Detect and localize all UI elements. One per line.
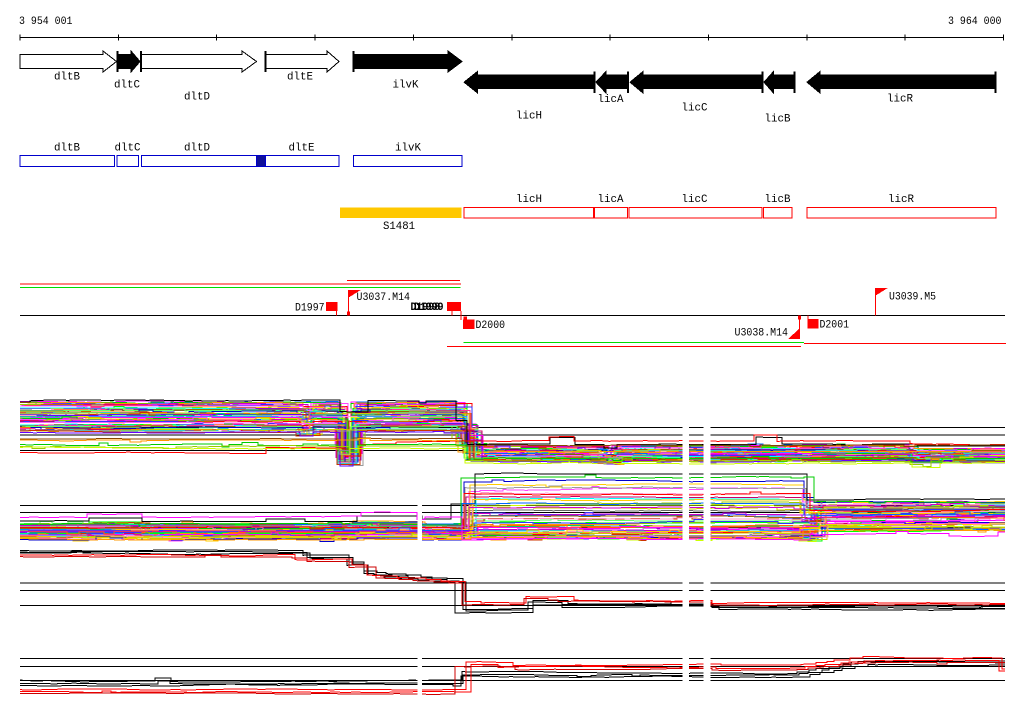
svg-text:U3038.M14: U3038.M14	[735, 328, 789, 340]
svg-text:U3037.M14: U3037.M14	[357, 292, 411, 304]
svg-text:D2000: D2000	[476, 320, 506, 332]
svg-text:dltB: dltB	[54, 72, 80, 84]
svg-text:D1999: D1999	[414, 302, 444, 314]
svg-text:S1481: S1481	[383, 221, 415, 233]
svg-text:licC: licC	[682, 194, 708, 206]
svg-text:U3039.M5: U3039.M5	[889, 292, 936, 304]
svg-text:licB: licB	[765, 194, 791, 206]
svg-text:dltC: dltC	[115, 143, 141, 155]
svg-text:ilvK: ilvK	[393, 80, 419, 92]
svg-text:dltC: dltC	[114, 80, 140, 92]
svg-text:dltD: dltD	[184, 143, 210, 155]
svg-text:D2001: D2001	[820, 320, 850, 332]
svg-text:licC: licC	[682, 103, 708, 115]
svg-text:licR: licR	[887, 94, 913, 106]
svg-text:D1997: D1997	[295, 303, 325, 315]
svg-text:licH: licH	[516, 111, 542, 123]
svg-text:3 964 000: 3 964 000	[948, 16, 1002, 28]
svg-text:3 954 001: 3 954 001	[19, 16, 73, 28]
svg-text:dltB: dltB	[54, 143, 80, 155]
svg-text:licA: licA	[598, 194, 624, 206]
svg-text:licA: licA	[598, 94, 624, 106]
svg-text:ilvK: ilvK	[395, 143, 421, 155]
svg-text:licB: licB	[765, 114, 791, 126]
svg-text:dltE: dltE	[287, 72, 313, 84]
svg-text:dltD: dltD	[184, 92, 210, 104]
svg-text:licR: licR	[888, 194, 914, 206]
svg-text:dltE: dltE	[289, 143, 315, 155]
svg-text:licH: licH	[516, 194, 542, 206]
svg-text:D1998: D1998	[411, 302, 441, 314]
